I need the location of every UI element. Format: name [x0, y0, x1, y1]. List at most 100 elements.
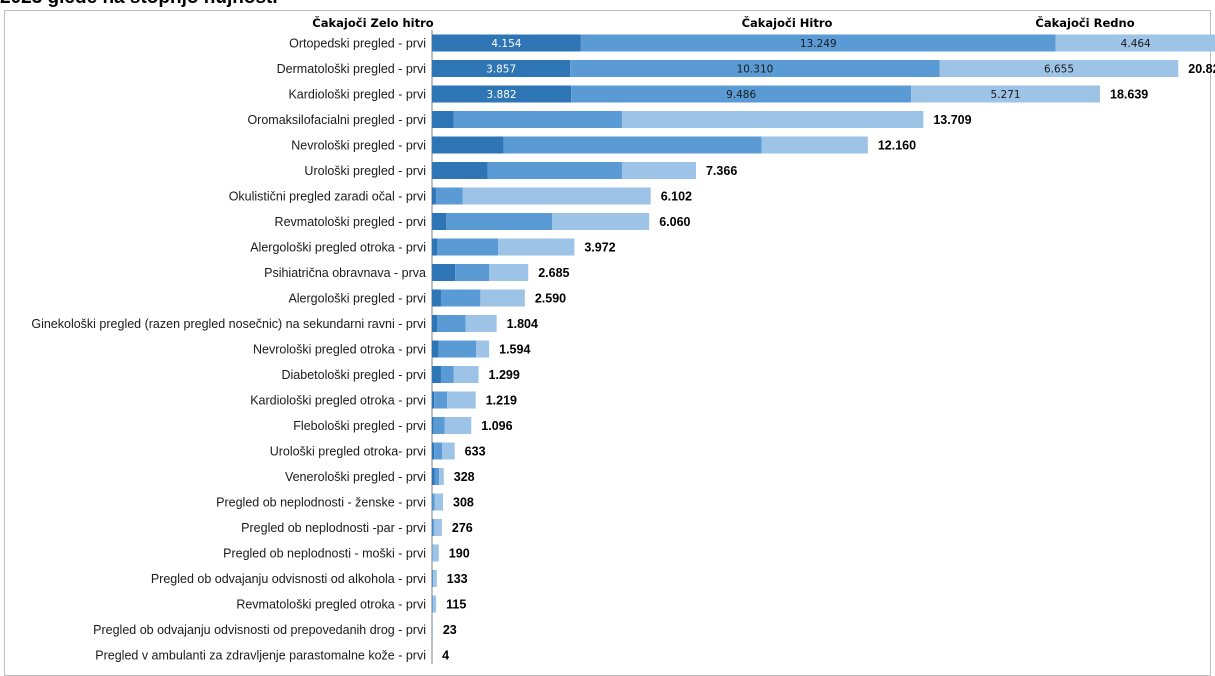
bar-segment-3 — [498, 239, 574, 256]
category-label: Ginekološki pregled (razen pregled noseč… — [31, 317, 426, 331]
legend-entry-1: Čakajoči Zelo hitro — [312, 15, 433, 30]
total-value-label: 115 — [446, 597, 466, 611]
bar-segment-2 — [441, 366, 454, 383]
bar-segment-3 — [435, 494, 444, 511]
bar-segment-2 — [434, 443, 442, 460]
bar-segment-2 — [432, 596, 433, 613]
segment-value-label: 10.310 — [737, 64, 774, 76]
category-label: Nevrološki pregled - prvi — [291, 138, 426, 152]
category-label: Flebološki pregled - prvi — [293, 419, 426, 433]
category-label: Kardiološki pregled otroka - prvi — [250, 393, 426, 407]
category-label: Oromaksilofacialni pregled - prvi — [247, 113, 426, 127]
category-label: Diabetološki pregled - prvi — [281, 368, 426, 382]
bar-segment-2 — [438, 341, 476, 358]
bar-segment-3 — [463, 188, 651, 205]
category-label: Alergološki pregled - prvi — [288, 291, 426, 305]
bar-segment-2 — [488, 162, 622, 179]
total-value-label: 308 — [453, 495, 474, 509]
bar-segment-1 — [432, 468, 435, 485]
total-value-label: 2.590 — [535, 291, 566, 305]
total-value-label: 13.709 — [933, 113, 971, 127]
segment-value-label: 4.464 — [1121, 38, 1151, 50]
bar-segment-1 — [432, 162, 488, 179]
category-label: Urološki pregled - prvi — [304, 164, 426, 178]
category-label: Venerološki pregled - prvi — [285, 470, 426, 484]
legend-entry-3: Čakajoči Redno — [1035, 15, 1134, 30]
bar-segment-1 — [432, 315, 437, 332]
total-value-label: 6.060 — [659, 215, 690, 229]
total-value-label: 276 — [452, 521, 473, 535]
segment-value-label: 13.249 — [800, 38, 837, 50]
bar-segment-1 — [432, 239, 437, 256]
category-label: Ortopedski pregled - prvi — [289, 36, 426, 50]
bar-segment-3 — [442, 443, 455, 460]
bar-segment-1 — [432, 213, 446, 230]
category-label: Kardiološki pregled - prvi — [288, 87, 426, 101]
bar-segment-1 — [432, 417, 433, 434]
bar-segment-3 — [466, 315, 497, 332]
bar-segment-3 — [439, 468, 444, 485]
segment-value-label: 3.857 — [486, 64, 516, 76]
category-label: Pregled ob odvajanju odvisnosti od prepo… — [93, 623, 426, 637]
category-label: Revmatološki pregled otroka - prvi — [236, 597, 426, 611]
bar-segment-1 — [432, 290, 441, 307]
total-value-label: 20.822 — [1188, 62, 1215, 76]
bar-segment-1 — [432, 443, 434, 460]
bar-segment-1 — [432, 392, 434, 409]
segment-value-label: 6.655 — [1044, 64, 1074, 76]
bar-segment-2 — [454, 111, 622, 128]
total-value-label: 7.366 — [706, 164, 737, 178]
bar-segment-1 — [432, 111, 454, 128]
bar-segment-3 — [434, 519, 442, 536]
total-value-label: 6.102 — [661, 189, 692, 203]
category-label: Pregled v ambulanti za zdravljenje paras… — [95, 648, 426, 662]
total-value-label: 190 — [449, 546, 470, 560]
bar-segment-2 — [434, 392, 447, 409]
total-value-label: 1.219 — [486, 393, 517, 407]
total-value-label: 328 — [454, 470, 475, 484]
bar-segment-3 — [454, 366, 479, 383]
bar-segment-3 — [433, 545, 439, 562]
bar-segment-2 — [432, 570, 433, 587]
bar-segment-2 — [433, 494, 435, 511]
category-label: Psihiatrična obravnava - prva — [264, 266, 426, 280]
bar-segment-3 — [489, 264, 528, 281]
total-value-label: 1.594 — [499, 342, 530, 356]
bar-segment-3 — [476, 341, 489, 358]
bar-segment-3 — [445, 417, 472, 434]
total-value-label: 3.972 — [584, 240, 615, 254]
bar-segment-3 — [480, 290, 524, 307]
bar-segment-3 — [432, 621, 433, 638]
total-value-label: 133 — [447, 572, 468, 586]
category-label: Pregled ob odvajanju odvisnosti od alkoh… — [151, 572, 426, 586]
bar-segment-3 — [622, 162, 696, 179]
bar-segment-1 — [432, 494, 433, 511]
category-label: Pregled ob neplodnosti - moški - prvi — [223, 546, 426, 560]
bar-segment-3 — [622, 111, 923, 128]
total-value-label: 1.804 — [507, 317, 538, 331]
bar-segment-2 — [437, 315, 466, 332]
category-label: Pregled ob neplodnosti - ženske - prvi — [216, 495, 426, 509]
bar-segment-2 — [437, 239, 498, 256]
bar-segment-1 — [432, 519, 433, 536]
bar-segment-3 — [433, 570, 437, 587]
category-label: Nevrološki pregled otroka - prvi — [253, 342, 426, 356]
segment-value-label: 4.154 — [491, 38, 521, 50]
category-label: Revmatološki pregled - prvi — [275, 215, 426, 229]
bar-segment-3 — [762, 137, 868, 154]
total-value-label: 1.299 — [489, 368, 520, 382]
bar-segment-1 — [432, 264, 455, 281]
bar-segment-2 — [455, 264, 489, 281]
bar-segment-3 — [433, 596, 436, 613]
legend-entry-2: Čakajoči Hitro — [742, 15, 833, 30]
bar-segment-3 — [552, 213, 649, 230]
total-value-label: 18.639 — [1110, 87, 1148, 101]
bar-segment-2 — [441, 290, 480, 307]
category-label: Pregled ob neplodnosti -par - prvi — [241, 521, 426, 535]
total-value-label: 2.685 — [538, 266, 569, 280]
bar-segment-1 — [432, 188, 436, 205]
segment-value-label: 5.271 — [991, 89, 1021, 101]
total-value-label: 633 — [465, 444, 486, 458]
bar-segment-2 — [433, 519, 434, 536]
